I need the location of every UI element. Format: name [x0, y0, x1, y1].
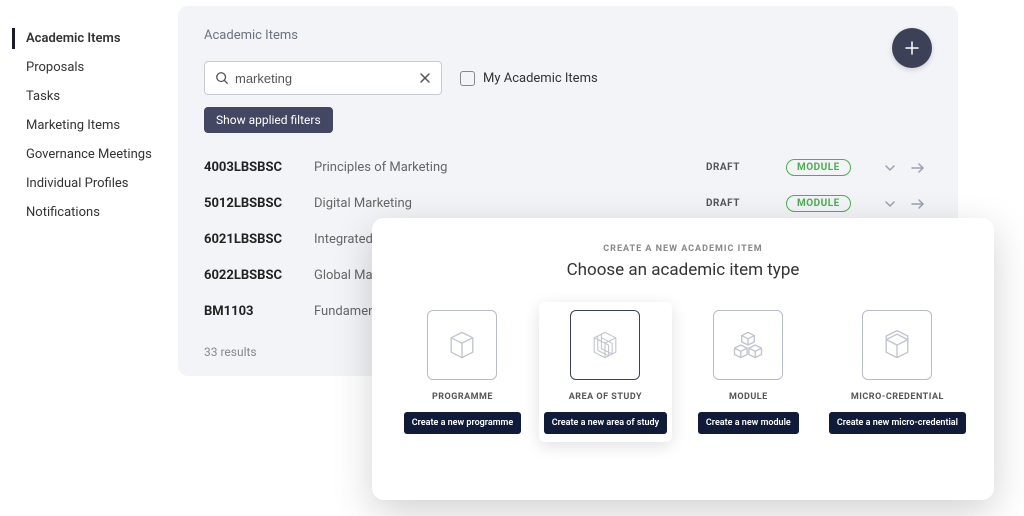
type-card-micro-credential[interactable]: MICRO-CREDENTIAL Create a new micro-crede…	[825, 302, 970, 442]
create-module-button[interactable]: Create a new module	[698, 412, 799, 434]
create-micro-credential-button[interactable]: Create a new micro-credential	[829, 412, 966, 434]
search-input[interactable]	[229, 71, 419, 86]
sidebar-item-proposals[interactable]: Proposals	[0, 53, 178, 82]
page-title: Academic Items	[204, 28, 932, 43]
module-badge: MODULE	[786, 159, 851, 176]
modal-title: Choose an academic item type	[396, 260, 970, 280]
type-card-programme[interactable]: PROGRAMME Create a new programme	[396, 302, 529, 442]
add-button[interactable]	[892, 28, 932, 68]
search-row: My Academic Items	[204, 61, 932, 95]
checkbox-icon	[460, 71, 475, 86]
type-label: AREA OF STUDY	[569, 392, 642, 402]
sidebar-item-academic-items[interactable]: Academic Items	[0, 24, 178, 53]
type-card-module[interactable]: MODULE Create a new module	[682, 302, 815, 442]
type-card-area-of-study[interactable]: AREA OF STUDY Create a new area of study	[539, 302, 672, 442]
sidebar-item-marketing-items[interactable]: Marketing Items	[0, 111, 178, 140]
sidebar-item-governance-meetings[interactable]: Governance Meetings	[0, 140, 178, 169]
row-badge: MODULE	[786, 195, 876, 212]
chevron-down-icon[interactable]	[876, 198, 904, 210]
types-row: PROGRAMME Create a new programme AREA OF S…	[396, 302, 970, 442]
create-item-modal: CREATE A NEW ACADEMIC ITEM Choose an aca…	[372, 218, 994, 500]
type-icon	[862, 310, 932, 380]
module-badge: MODULE	[786, 195, 851, 212]
table-row[interactable]: 5012LBSBSCDigital MarketingDRAFTMODULE	[204, 185, 932, 221]
row-badge: MODULE	[786, 159, 876, 176]
type-label: MICRO-CREDENTIAL	[851, 392, 944, 402]
search-box	[204, 61, 442, 95]
row-status: DRAFT	[706, 198, 786, 209]
arrow-right-icon[interactable]	[904, 162, 932, 174]
sidebar-item-individual-profiles[interactable]: Individual Profiles	[0, 169, 178, 198]
clear-search-icon[interactable]	[419, 72, 431, 84]
row-code: BM1103	[204, 304, 314, 319]
show-filters-button[interactable]: Show applied filters	[204, 107, 333, 133]
plus-icon	[904, 40, 920, 56]
sidebar-item-notifications[interactable]: Notifications	[0, 198, 178, 227]
row-code: 5012LBSBSC	[204, 196, 314, 211]
row-code: 6022LBSBSC	[204, 268, 314, 283]
table-row[interactable]: 4003LBSBSCPrinciples of MarketingDRAFTMO…	[204, 149, 932, 185]
chevron-down-icon[interactable]	[876, 162, 904, 174]
type-icon	[713, 310, 783, 380]
search-icon	[215, 71, 229, 85]
checkbox-label: My Academic Items	[483, 71, 598, 86]
row-code: 6021LBSBSC	[204, 232, 314, 247]
type-icon	[570, 310, 640, 380]
row-name: Principles of Marketing	[314, 160, 706, 175]
create-programme-button[interactable]: Create a new programme	[404, 412, 521, 434]
row-status: DRAFT	[706, 162, 786, 173]
type-label: MODULE	[729, 392, 768, 402]
modal-eyebrow: CREATE A NEW ACADEMIC ITEM	[396, 244, 970, 254]
create-area-of-study-button[interactable]: Create a new area of study	[544, 412, 667, 434]
sidebar: Academic ItemsProposalsTasksMarketing It…	[0, 24, 178, 227]
sidebar-item-tasks[interactable]: Tasks	[0, 82, 178, 111]
row-name: Digital Marketing	[314, 196, 706, 211]
arrow-right-icon[interactable]	[904, 198, 932, 210]
row-code: 4003LBSBSC	[204, 160, 314, 175]
type-icon	[427, 310, 497, 380]
my-items-checkbox[interactable]: My Academic Items	[460, 71, 598, 86]
type-label: PROGRAMME	[432, 392, 493, 402]
